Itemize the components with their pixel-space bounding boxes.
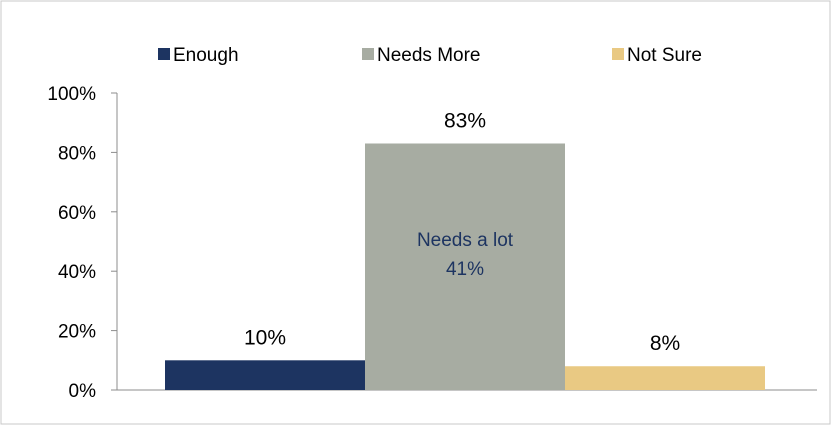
legend-swatch xyxy=(612,48,624,60)
legend-label: Not Sure xyxy=(627,45,702,66)
legend-swatch xyxy=(362,48,374,60)
legend-swatch xyxy=(158,48,170,60)
axes: 0% 20% 40% 60% 80% 100% xyxy=(47,84,817,402)
annotation-line2: 41% xyxy=(446,259,484,280)
legend: Enough Needs More Not Sure xyxy=(158,45,702,66)
legend-label: Enough xyxy=(173,45,239,66)
y-tick-label: 20% xyxy=(58,322,96,343)
y-tick-label: 80% xyxy=(58,143,96,164)
y-tick-label: 100% xyxy=(47,84,96,105)
y-tick-label: 60% xyxy=(58,203,96,224)
bars xyxy=(165,143,765,390)
bar-not-sure xyxy=(565,366,765,390)
data-label: 10% xyxy=(244,326,286,349)
y-tick-label: 0% xyxy=(69,381,97,402)
bar-enough xyxy=(165,360,365,390)
bar-needs-more xyxy=(365,143,565,390)
legend-label: Needs More xyxy=(377,45,481,66)
y-tick-label: 40% xyxy=(58,262,96,283)
data-labels: 10% 83% 8% xyxy=(244,109,680,355)
data-label: 83% xyxy=(444,109,486,132)
data-label: 8% xyxy=(650,332,680,355)
annotation-line1: Needs a lot xyxy=(417,230,514,251)
